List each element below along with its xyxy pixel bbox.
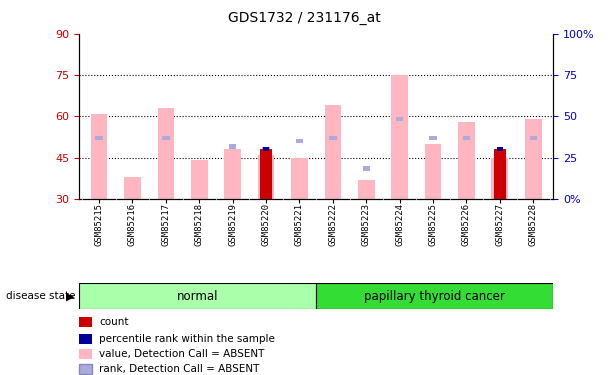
Bar (79, 349, 92, 359)
Bar (263, 147, 269, 151)
Bar (525, 119, 542, 199)
Text: GSM85221: GSM85221 (295, 203, 304, 246)
Bar (95, 136, 103, 140)
Bar (295, 139, 303, 143)
Text: GSM85220: GSM85220 (261, 203, 271, 246)
Text: GDS1732 / 231176_at: GDS1732 / 231176_at (227, 11, 381, 25)
Bar (463, 136, 470, 140)
Bar (429, 136, 437, 140)
Bar (396, 117, 403, 121)
Bar (263, 147, 270, 151)
Bar (79, 283, 316, 309)
Bar (224, 149, 241, 199)
Bar (291, 158, 308, 199)
Text: value, Detection Call = ABSENT: value, Detection Call = ABSENT (99, 349, 264, 359)
Bar (329, 136, 337, 140)
Bar (229, 144, 237, 148)
Bar (79, 364, 92, 374)
Text: disease state: disease state (6, 291, 75, 301)
Bar (91, 114, 108, 199)
Text: ▶: ▶ (66, 291, 74, 301)
Text: rank, Detection Call = ABSENT: rank, Detection Call = ABSENT (99, 364, 259, 374)
Bar (325, 105, 341, 199)
Bar (496, 153, 503, 157)
Text: normal: normal (177, 290, 218, 303)
Bar (491, 158, 508, 199)
Text: count: count (99, 317, 128, 327)
Text: GSM85222: GSM85222 (328, 203, 337, 246)
Bar (358, 180, 375, 199)
Text: GSM85226: GSM85226 (462, 203, 471, 246)
Bar (530, 136, 537, 140)
Text: percentile rank within the sample: percentile rank within the sample (99, 334, 275, 344)
Bar (79, 334, 92, 344)
Bar (497, 147, 503, 151)
Bar (157, 108, 174, 199)
Text: GSM85228: GSM85228 (529, 203, 537, 246)
Text: GSM85215: GSM85215 (95, 203, 103, 246)
Bar (124, 177, 141, 199)
Text: GSM85219: GSM85219 (228, 203, 237, 246)
Text: GSM85223: GSM85223 (362, 203, 371, 246)
Bar (258, 155, 274, 199)
Text: GSM85227: GSM85227 (496, 203, 505, 246)
Text: GSM85216: GSM85216 (128, 203, 137, 246)
Bar (162, 136, 170, 140)
Bar (191, 160, 207, 199)
Bar (79, 317, 92, 327)
Bar (458, 122, 475, 199)
Bar (362, 166, 370, 171)
Text: papillary thyroid cancer: papillary thyroid cancer (364, 290, 505, 303)
Text: GSM85225: GSM85225 (429, 203, 438, 246)
Text: GSM85224: GSM85224 (395, 203, 404, 246)
Text: GSM85217: GSM85217 (161, 203, 170, 246)
Bar (494, 149, 506, 199)
Bar (392, 75, 408, 199)
Bar (316, 283, 553, 309)
Text: GSM85218: GSM85218 (195, 203, 204, 246)
Bar (260, 149, 272, 199)
Bar (425, 144, 441, 199)
